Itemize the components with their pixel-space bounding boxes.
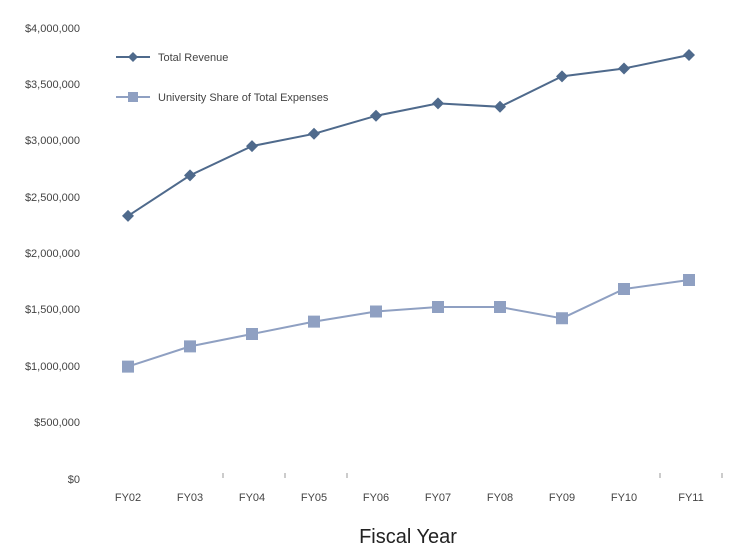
legend-label-total-revenue: Total Revenue	[158, 52, 228, 64]
x-axis-title: Fiscal Year	[359, 526, 457, 545]
y-tick-label: $1,500,000	[25, 304, 80, 316]
x-tick-label: FY07	[425, 492, 451, 504]
data-point	[246, 328, 258, 340]
data-point	[246, 140, 258, 153]
series-line	[127, 279, 690, 368]
x-tick-label: FY02	[115, 492, 141, 504]
y-tick-label: $1,000,000	[25, 361, 80, 373]
x-tick-label: FY10	[611, 492, 637, 504]
data-point	[370, 109, 382, 122]
data-point	[494, 100, 506, 113]
y-tick-label: $0	[68, 474, 80, 486]
data-point	[556, 70, 568, 83]
series-0	[122, 49, 695, 222]
legend-item-university-share: University Share of Total Expenses	[116, 92, 329, 104]
legend-marker-diamond-icon	[128, 52, 138, 62]
data-point	[683, 274, 695, 286]
legend-label-university-share: University Share of Total Expenses	[158, 92, 329, 104]
legend-item-total-revenue: Total Revenue	[116, 52, 228, 64]
x-tick-label: FY05	[301, 492, 327, 504]
x-tick-label: FY11	[678, 492, 703, 504]
x-axis-labels: FY02 FY03 FY04 FY05 FY06 FY07 FY08 FY09 …	[115, 492, 704, 504]
data-point	[184, 340, 196, 353]
data-point	[308, 127, 320, 140]
y-tick-label: $500,000	[34, 417, 80, 429]
data-point	[494, 301, 506, 313]
series-1	[122, 274, 695, 373]
data-point	[370, 305, 382, 318]
legend: Total Revenue University Share of Total …	[116, 52, 329, 104]
y-tick-label: $2,000,000	[25, 248, 80, 260]
data-point	[122, 209, 134, 222]
data-point	[308, 315, 320, 328]
y-tick-label: $3,500,000	[25, 79, 80, 91]
data-point	[184, 169, 196, 182]
x-tick-label: FY04	[239, 492, 265, 504]
x-tick-label: FY03	[177, 492, 203, 504]
x-axis-ticks	[222, 473, 723, 478]
data-point	[618, 62, 630, 75]
x-tick-label: FY09	[549, 492, 575, 504]
x-tick-label: FY06	[363, 492, 389, 504]
y-tick-label: $4,000,000	[25, 23, 80, 35]
x-tick-label: FY08	[487, 492, 513, 504]
data-point	[432, 301, 444, 313]
data-point	[122, 360, 134, 373]
data-point	[618, 283, 630, 295]
y-tick-label: $3,000,000	[25, 135, 80, 147]
legend-marker-square-icon	[128, 92, 138, 102]
series-layer	[122, 49, 695, 373]
data-point	[432, 97, 444, 110]
data-point	[556, 312, 568, 325]
series-line	[127, 54, 690, 217]
y-axis-labels: $4,000,000 $3,500,000 $3,000,000 $2,500,…	[25, 23, 80, 486]
data-point	[683, 49, 695, 61]
y-tick-label: $2,500,000	[25, 192, 80, 204]
